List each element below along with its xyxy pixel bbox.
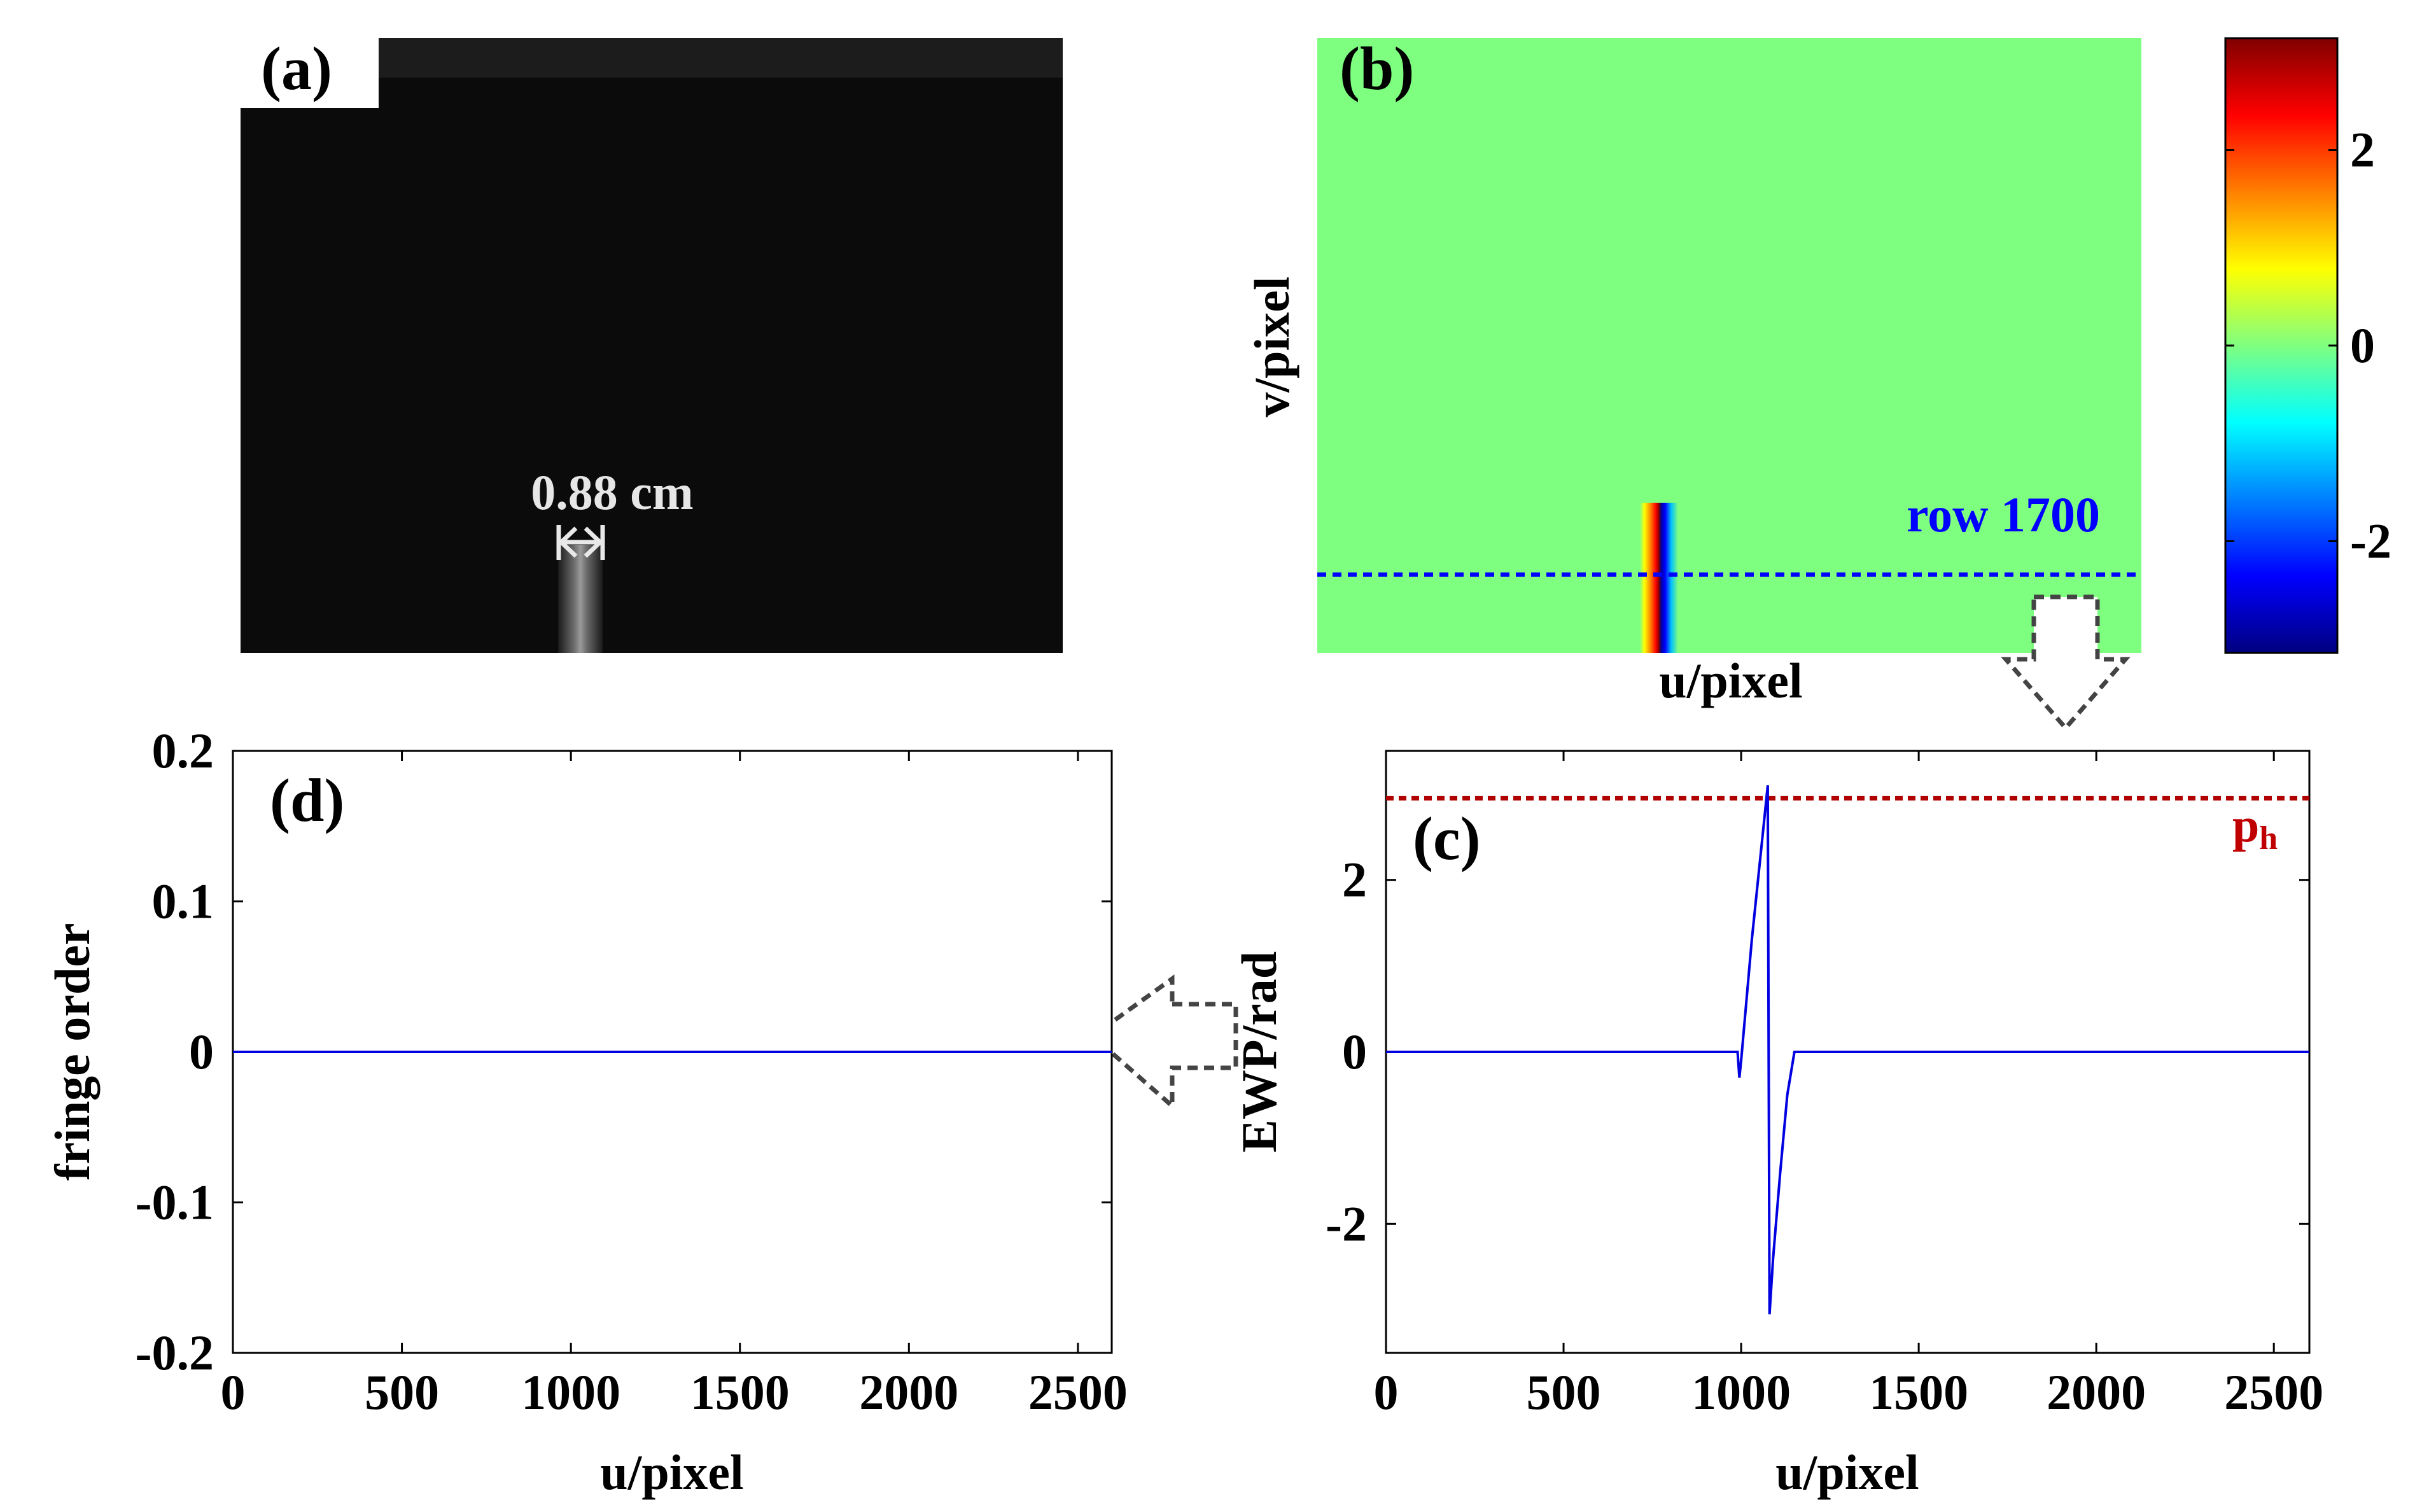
- d-ticks: 0 500 1000 1500 2000 2500 -0.2 -0.1 0 0.1 0.2: [136, 723, 1128, 1420]
- colorbar-gradient: [2224, 37, 2339, 654]
- phase-stripe: [1640, 503, 1678, 653]
- d-xlabel: u/pixel: [600, 1445, 743, 1500]
- d-ylabel: fringe order: [45, 923, 100, 1180]
- y-tick-label: -0.2: [136, 1325, 214, 1380]
- panel-c: 0 500 1000 1500 2000 2500-202 (c) ph u/pixel …: [1231, 750, 2323, 1500]
- panel-d: 0 500 1000 1500 2000 2500-0.2-0.100.10.2 (d) …: [45, 723, 1128, 1500]
- colorbar-tick-label: -2: [2350, 513, 2391, 568]
- colorbar-ticks: 2 0 -2: [2225, 122, 2391, 568]
- x-tick-label: 500: [365, 1364, 439, 1420]
- c-ticks: 0 500 1000 1500 2000 2500 -2 0 2: [1326, 751, 2323, 1420]
- y-tick-label: 2: [1342, 852, 1367, 907]
- label-box-a: [241, 38, 379, 108]
- y-tick-label: -2: [1326, 1196, 1367, 1251]
- phase-map: [1317, 38, 2141, 653]
- jet-stripe-a: [558, 545, 603, 653]
- x-tick-label: 1500: [1869, 1364, 1968, 1420]
- scale-arrow: [556, 525, 605, 560]
- row-label: row 1700: [1907, 487, 2100, 542]
- panel-label-b: (b): [1340, 34, 1414, 102]
- arrow-left-icon: [1106, 974, 1238, 1111]
- image-a: [241, 38, 1063, 653]
- x-tick-label: 500: [1527, 1364, 1601, 1420]
- b-xlabel: u/pixel: [1659, 653, 1802, 708]
- x-tick-label: 1000: [521, 1364, 620, 1420]
- ph-label-sub: h: [2259, 820, 2278, 857]
- c-series-line: [1386, 785, 2309, 1315]
- b-ylabel: v/pixel: [1244, 276, 1299, 417]
- image-a-top-band: [379, 38, 1063, 78]
- scale-label: 0.88 cm: [531, 465, 694, 520]
- panel-label-a: (a): [261, 34, 332, 102]
- panel-label-c: (c): [1413, 804, 1481, 872]
- x-tick-label: 0: [221, 1364, 246, 1420]
- arrow-down-icon: [2001, 594, 2131, 732]
- x-tick-label: 1000: [1691, 1364, 1791, 1420]
- y-tick-label: 0.1: [152, 874, 214, 929]
- colorbar: 2 0 -2: [2224, 37, 2391, 654]
- c-ylabel: EWP/rad: [1231, 951, 1287, 1152]
- c-xlabel: u/pixel: [1775, 1445, 1919, 1500]
- colorbar-tick-label: 0: [2350, 318, 2375, 373]
- x-tick-label: 2000: [2047, 1364, 2146, 1420]
- y-tick-label: 0: [189, 1024, 214, 1079]
- x-tick-label: 1500: [690, 1364, 790, 1420]
- x-tick-label: 2500: [1028, 1364, 1128, 1420]
- x-tick-label: 2500: [2224, 1364, 2323, 1420]
- y-tick-label: 0.2: [152, 723, 214, 778]
- colorbar-tick-label: 2: [2350, 122, 2375, 178]
- panel-b: row 1700 (b) u/pixel v/pixel: [1244, 34, 2141, 708]
- x-tick-label: 2000: [859, 1364, 958, 1420]
- ph-label: ph: [2232, 799, 2278, 857]
- x-tick-label: 0: [1374, 1364, 1399, 1420]
- y-tick-label: 0: [1342, 1024, 1367, 1079]
- ph-label-main: p: [2232, 799, 2259, 852]
- panel-a: (a) 0.88 cm: [241, 34, 1063, 653]
- panel-label-d: (d): [270, 766, 344, 834]
- y-tick-label: -0.1: [136, 1175, 214, 1230]
